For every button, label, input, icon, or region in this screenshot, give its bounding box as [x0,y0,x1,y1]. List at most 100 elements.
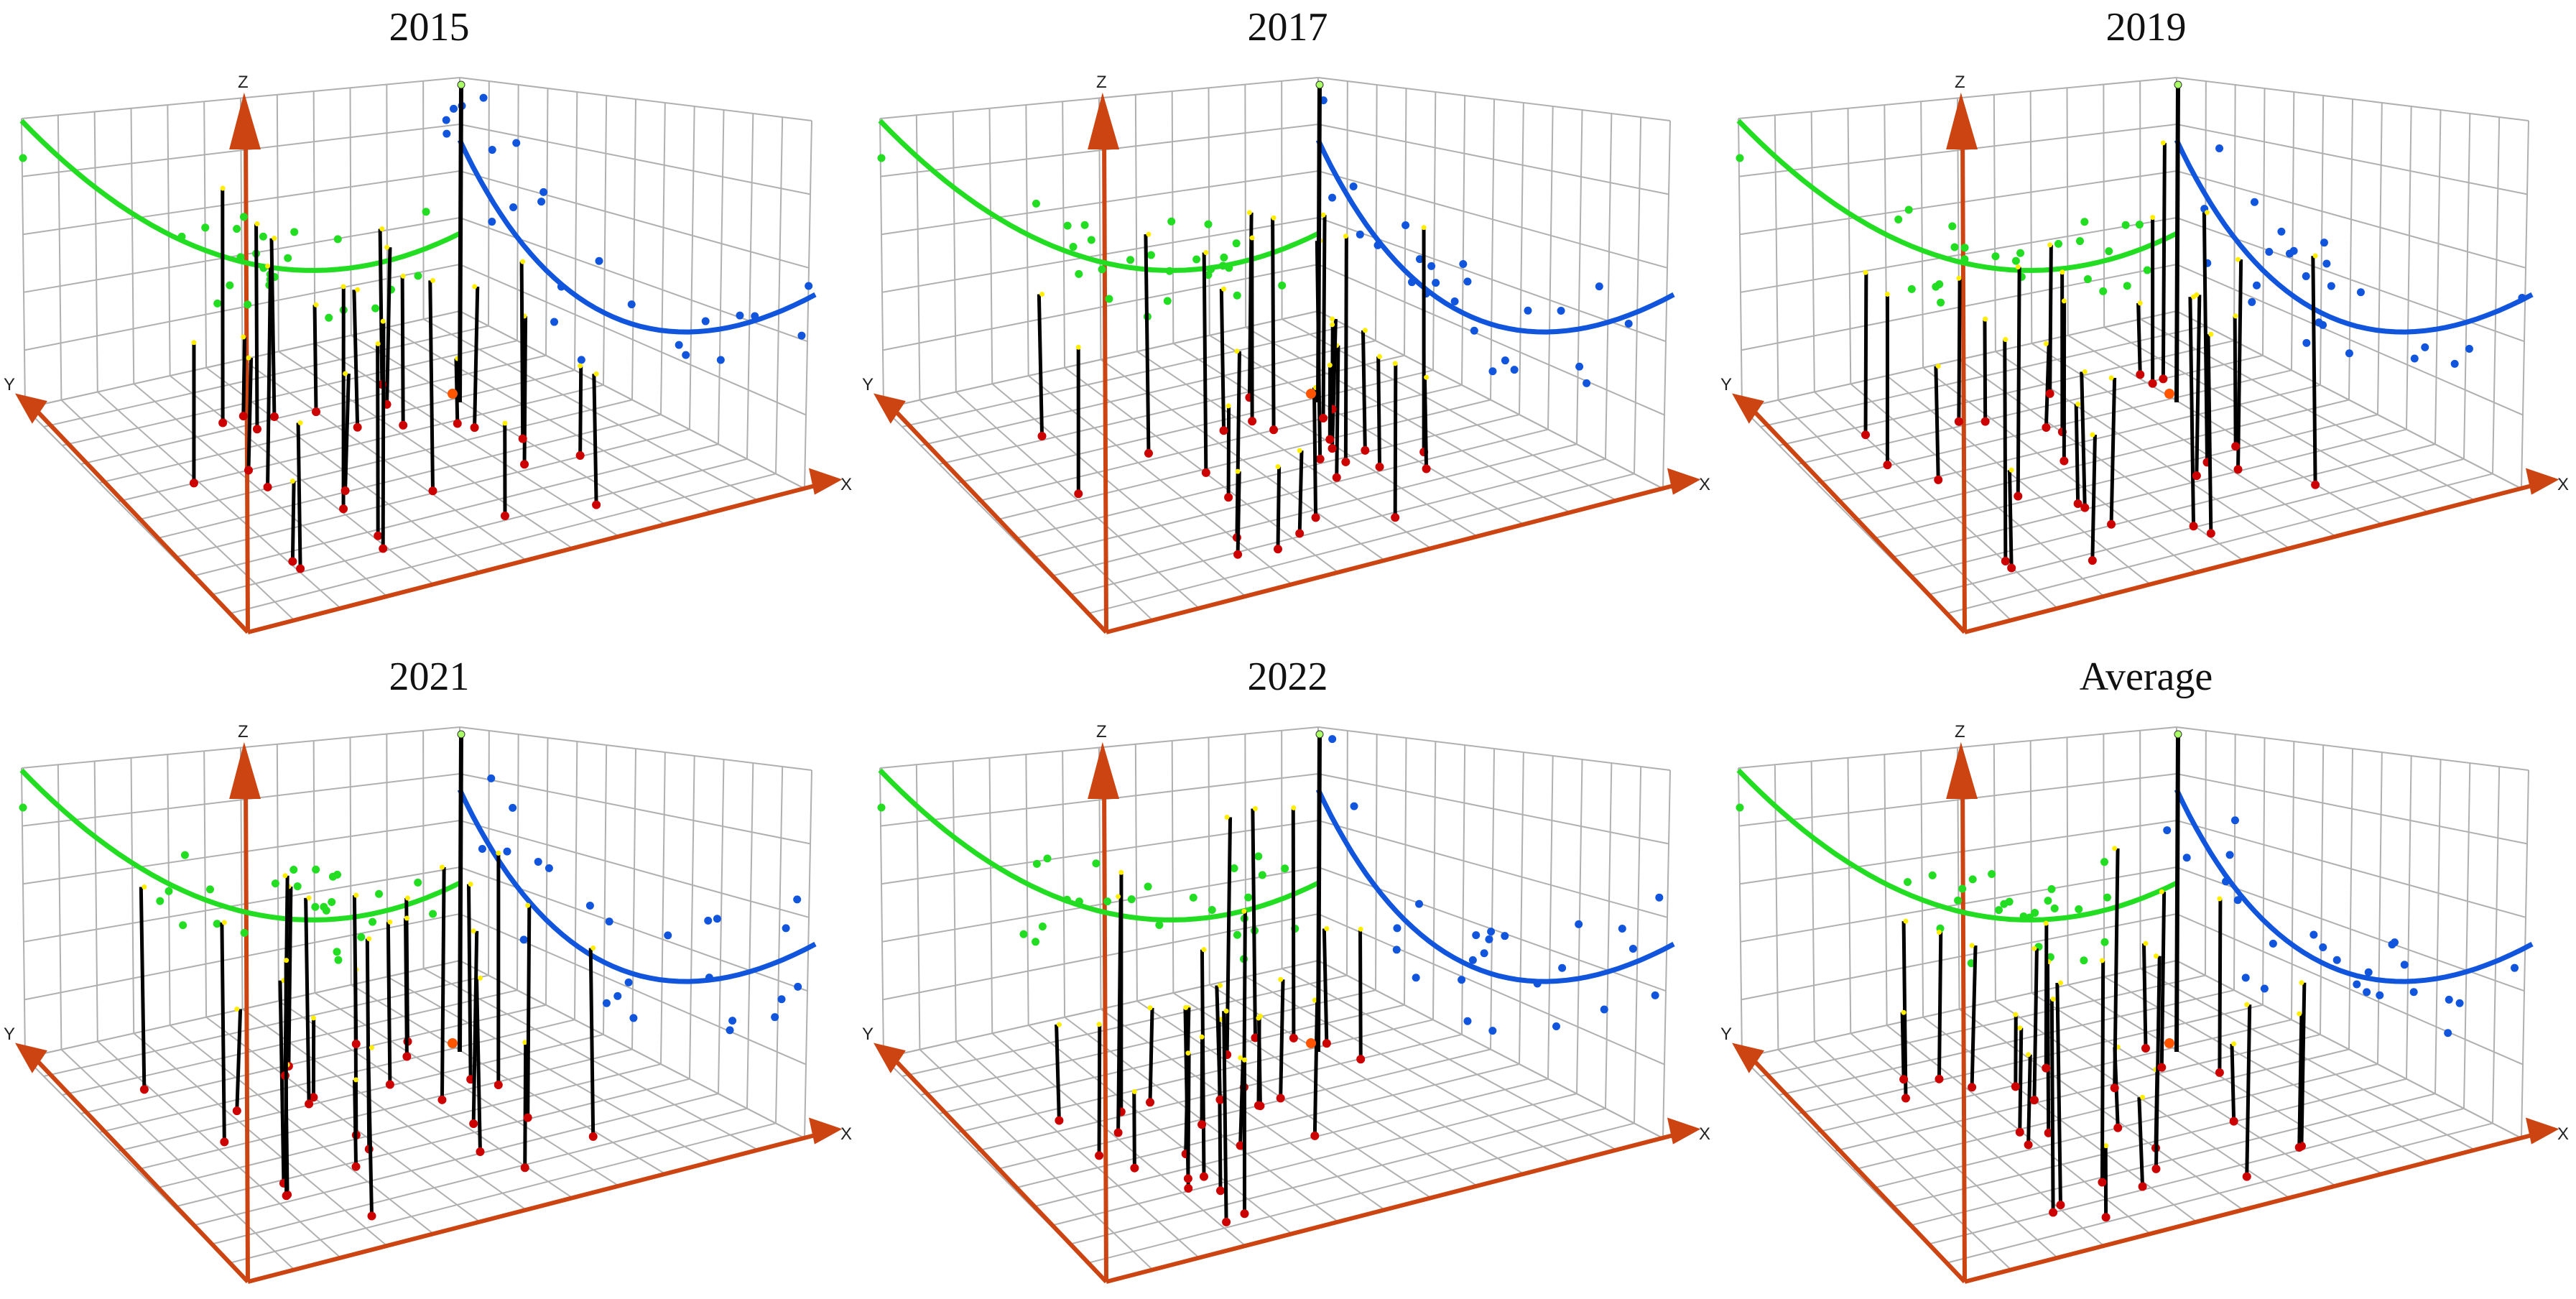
blue-point [1468,956,1477,964]
wall-grid-line [57,764,62,1050]
blue-point [794,982,802,991]
stem-line [458,84,463,403]
stem-top-point [593,371,599,376]
green-point [877,803,886,812]
stem-line [353,1079,358,1167]
stem-line [1297,450,1304,534]
stem-line [404,917,409,1057]
blue-point [1651,991,1659,999]
stem-line [312,305,318,412]
wall-grid-line [2320,744,2325,1035]
wall-grid-line [2262,737,2266,1005]
blue-point [519,935,528,944]
x-axis-arrow [808,1117,843,1145]
green-point [1736,803,1744,812]
stem-top-point [1221,286,1227,292]
stem-line [2090,435,2097,561]
stem-base-point [1276,1094,1285,1103]
stem-line [246,358,254,471]
wall-grid-line [804,120,812,489]
stem-top-point [2194,292,2200,297]
floor-grid-line [955,391,1200,609]
blue-point [2225,851,2234,859]
stem-top-point [1246,210,1252,216]
stem-base-point [592,500,601,509]
stem-top-point [220,185,226,191]
stem-top-point [1183,1004,1189,1010]
blue-point [793,895,802,904]
stem-line [343,373,351,491]
green-point [284,254,292,262]
green-point [2011,256,2020,265]
blue-point [577,356,585,364]
blue-point [682,351,690,359]
wall-grid-line [952,761,957,1042]
green-point [1146,251,1155,259]
wall-grid-line [879,118,884,409]
blue-point [704,916,713,925]
stem-top-point [340,284,346,290]
stem-line [1316,734,1322,1053]
wall-grid-line [1774,115,1779,400]
blue-point [512,139,521,147]
wall-grid-line [1884,754,1888,1026]
green-point [1103,897,1112,906]
blue-point [782,924,790,933]
stem-base-point [2029,1096,2039,1105]
green-point [311,902,320,911]
wall-grid-line [718,109,725,445]
stem-line [2016,267,2021,496]
blue-point [1575,362,1584,371]
green-point [1258,871,1266,879]
stem-base-point [252,425,261,434]
stem-top-point [2003,337,2009,343]
wall-grid-line [1738,118,1743,409]
wall-grid-line [276,94,279,352]
blue-point [509,803,517,812]
stem-base-point [1310,1131,1320,1140]
stem-base-point [2294,1143,2304,1152]
stem-base-point [2136,370,2145,379]
stem-line [352,894,358,1044]
green-point [226,281,234,290]
green-point [1098,265,1106,274]
blue-point [2465,345,2473,353]
stem-top-point [1324,926,1330,932]
stem-base-point [351,1162,361,1171]
wall-grid-line [1519,752,1524,1065]
wall-grid-line [2492,116,2501,474]
stem-line [2154,956,2162,1169]
green-point [179,921,187,930]
stem-base-point [339,504,348,514]
green-point [2046,953,2054,961]
green-point [1127,895,1136,904]
blue-point [2265,248,2274,256]
axes-group [15,92,843,634]
stem-top-point [241,334,246,340]
stem-base-point [453,419,462,428]
wall-grid-line [1920,751,1924,1017]
z-axis-arrow [1088,741,1120,799]
green-point [1163,297,1172,305]
blue-point [478,845,486,854]
stem-base-point [469,1119,478,1129]
stem-top-point [2297,1011,2302,1017]
stem-base-point [2215,1068,2224,1077]
stem-base-point [1146,1098,1155,1107]
blue-point [2363,988,2371,997]
blue-point [2248,297,2256,306]
green-point [1736,154,1744,162]
stem-top-point [343,371,348,376]
stem-base-point [2157,1063,2167,1072]
wall-grid-line [2066,88,2069,336]
green-point [1928,871,1937,879]
blue-point [2421,343,2429,351]
axes-group [15,741,843,1284]
blue-point [1501,932,1509,940]
chart-panel-2022: 2022 X Y Z [858,650,1717,1296]
green-trend-curve [1736,768,2178,923]
green-point [1935,280,1944,289]
stem-top-point [2233,313,2238,319]
stem-line [1335,345,1340,478]
wall-grid-line [1662,120,1671,489]
